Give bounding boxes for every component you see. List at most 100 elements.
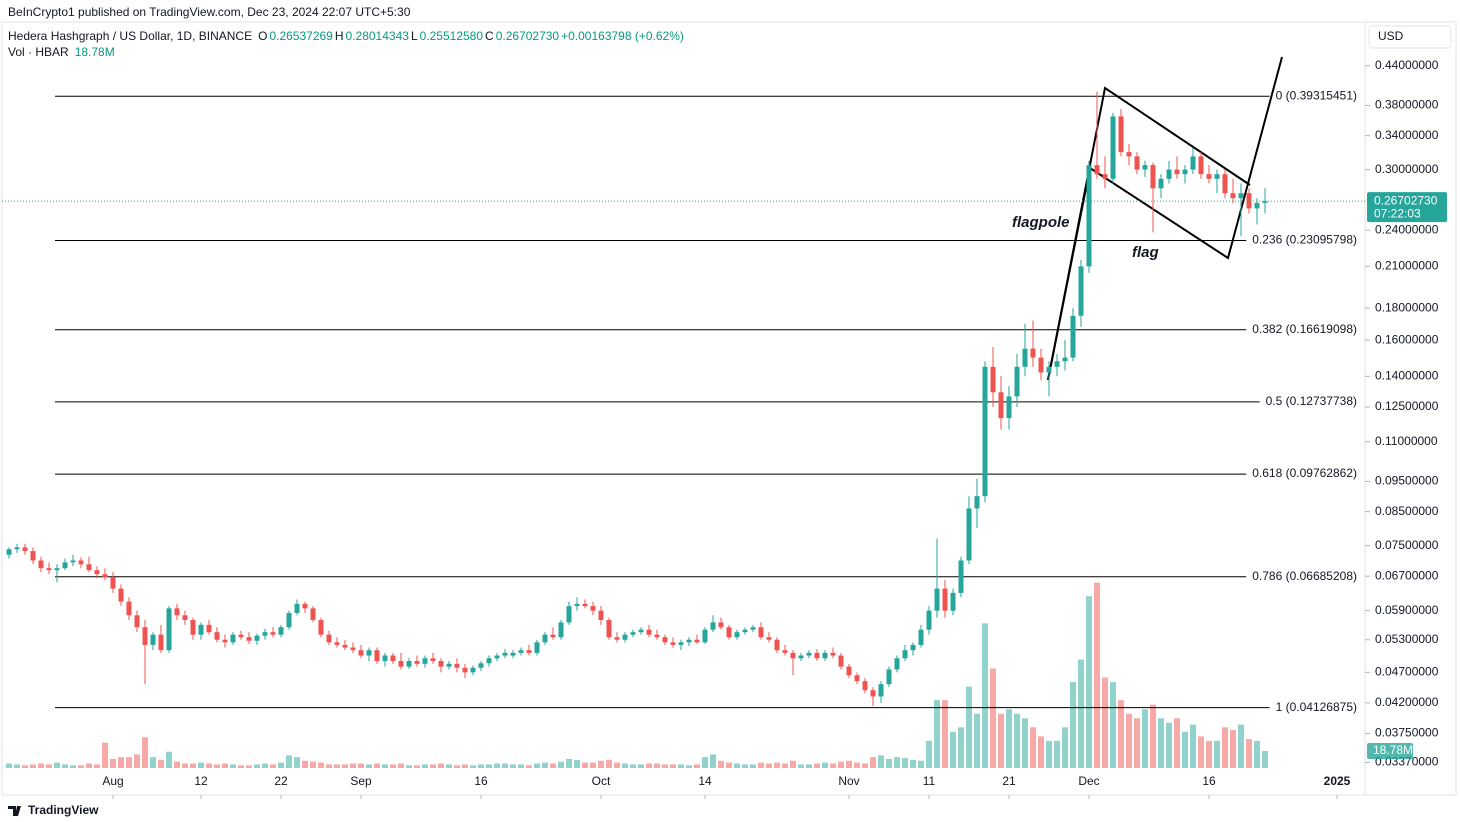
x-tick-label: Dec	[1078, 774, 1099, 788]
legend-key: O	[258, 29, 268, 43]
volume-bar	[766, 763, 772, 768]
candle-body	[750, 627, 756, 630]
volume-bar	[830, 763, 836, 768]
candle-body	[510, 652, 516, 656]
candle-body	[398, 661, 404, 667]
volume-bar	[534, 763, 540, 768]
volume-bar	[942, 700, 948, 768]
volume-bar	[478, 764, 484, 768]
candle-body	[998, 392, 1004, 419]
volume-bar	[710, 754, 716, 768]
candle-body	[934, 588, 940, 611]
fib-label: 0.236 (0.23095798)	[1252, 233, 1357, 247]
candle-body	[318, 620, 324, 635]
candle-body	[734, 632, 740, 638]
candle-body	[14, 547, 20, 550]
candle-body	[270, 632, 276, 635]
candle-body	[334, 642, 340, 645]
volume-label: 18.78M	[1373, 743, 1413, 757]
x-tick-label: 22	[274, 774, 288, 788]
volume-bar	[1190, 724, 1196, 768]
candle-body	[1134, 156, 1140, 170]
candle-body	[982, 366, 988, 497]
volume-bar	[726, 762, 732, 768]
volume-bar	[974, 713, 980, 768]
volume-bar	[46, 764, 52, 768]
candle-body	[110, 576, 116, 589]
volume-bar	[750, 764, 756, 768]
volume-bar	[150, 757, 156, 768]
volume-bar	[1118, 700, 1124, 768]
volume-bar	[782, 763, 788, 768]
candle-body	[550, 634, 556, 638]
candle-body	[710, 622, 716, 630]
volume-bar	[334, 764, 340, 768]
volume-bar	[350, 763, 356, 768]
candle-body	[574, 603, 580, 607]
volume-bar	[134, 754, 140, 768]
volume-bar	[1238, 724, 1244, 768]
candle-body	[214, 632, 220, 640]
currency[interactable]: USD	[1378, 29, 1404, 43]
volume-bar	[662, 764, 668, 768]
fib-levels: 0 (0.39315451) 0.236 (0.23095798) 0.382 (0…	[55, 88, 1357, 714]
candle-body	[1230, 193, 1236, 199]
candle-body	[486, 658, 492, 664]
candle-body	[462, 667, 468, 673]
candle-body	[726, 627, 732, 638]
volume-bar	[670, 764, 676, 768]
volume-bar	[470, 765, 476, 768]
volume-bar	[182, 763, 188, 768]
chart-frame	[1, 21, 1457, 796]
legend-change: +0.00163798 (+0.62%)	[561, 29, 684, 43]
volume-bar	[1182, 731, 1188, 768]
volume-bar	[94, 764, 100, 768]
x-tick-label: 14	[698, 774, 712, 788]
volume-bar	[398, 763, 404, 768]
volume-bar	[366, 764, 372, 768]
volume-bar	[814, 763, 820, 768]
candle-body	[86, 564, 92, 571]
candle-body	[302, 603, 308, 609]
volume-bar	[870, 757, 876, 768]
candle-body	[454, 663, 460, 668]
candle-body	[1158, 178, 1164, 189]
volume-bar	[78, 765, 84, 768]
volume-bar	[574, 759, 580, 768]
candle-body	[246, 637, 252, 641]
volume-bar	[486, 764, 492, 768]
candle-body	[1022, 348, 1028, 367]
publish-line: BeInCrypto1 published on TradingView.com…	[8, 5, 412, 19]
candle-body	[1126, 152, 1132, 157]
candle-body	[1038, 357, 1044, 373]
volume-bar	[110, 758, 116, 768]
candle-body	[46, 568, 52, 571]
volume-bar	[326, 764, 332, 768]
volume-bar	[1230, 730, 1236, 768]
candle-body	[1174, 169, 1180, 175]
fib-label: 1 (0.04126875)	[1276, 700, 1357, 714]
volume-legend: Vol · HBAR 18.78M	[8, 45, 117, 59]
volume-bar	[990, 668, 996, 768]
candle-body	[942, 588, 948, 611]
y-tick-label: 0.08500000	[1375, 504, 1439, 518]
candle-body	[446, 663, 452, 667]
volume-bar	[310, 761, 316, 768]
volume-bar	[510, 764, 516, 768]
y-tick-label: 0.38000000	[1375, 98, 1439, 112]
y-tick-label: 0.18000000	[1375, 300, 1439, 314]
candle-body	[774, 639, 780, 651]
currency-box[interactable]	[1368, 25, 1452, 49]
candle-body	[718, 622, 724, 628]
volume-bar	[262, 763, 268, 768]
candle-body	[414, 661, 420, 664]
candle-body	[926, 610, 932, 630]
volume-bar	[806, 764, 812, 768]
candle-body	[1238, 193, 1244, 199]
candle-body	[678, 642, 684, 645]
y-tick-label: 0.16000000	[1375, 332, 1439, 346]
volume-bar	[446, 764, 452, 768]
volume-bar	[526, 765, 532, 768]
volume-bar	[1142, 709, 1148, 768]
y-tick-label: 0.24000000	[1375, 222, 1439, 236]
